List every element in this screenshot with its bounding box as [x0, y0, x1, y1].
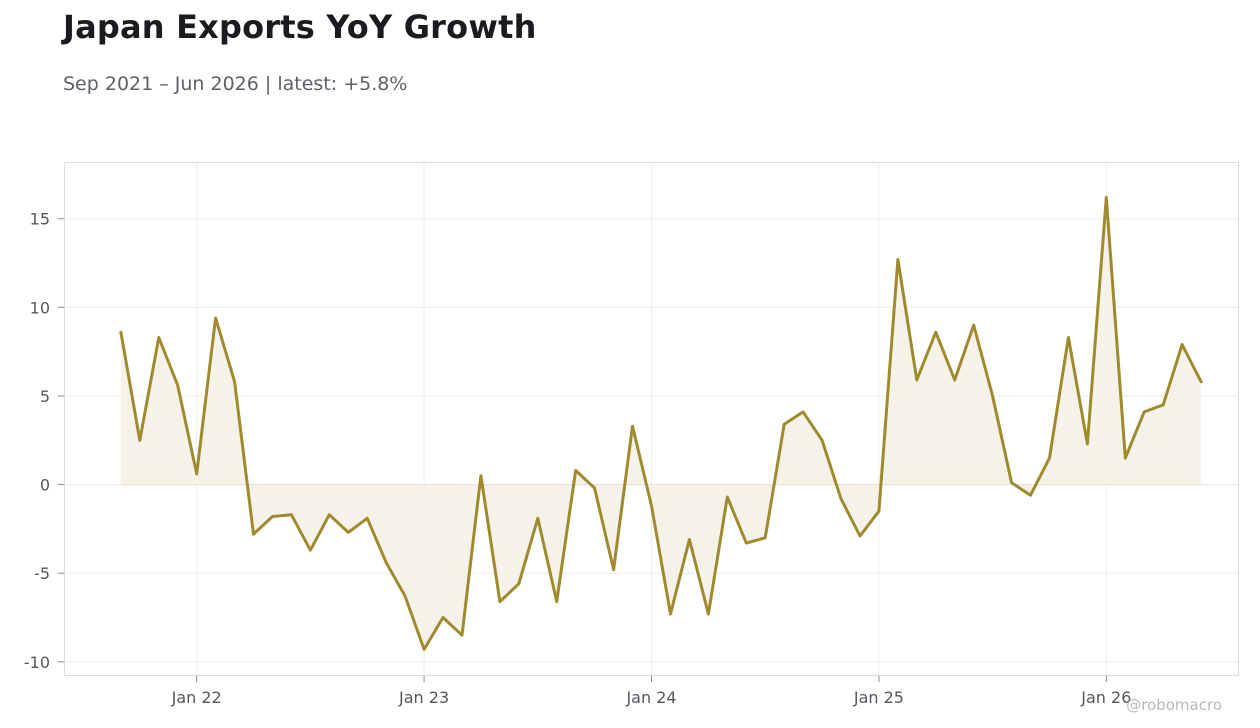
- y-tick-label: 5: [40, 387, 50, 406]
- chart-title: Japan Exports YoY Growth: [63, 8, 537, 46]
- chart-subtitle: Sep 2021 – Jun 2026 | latest: +5.8%: [63, 73, 408, 95]
- watermark: @robomacro: [1126, 696, 1222, 714]
- y-tick-label: 15: [30, 210, 50, 229]
- x-tick-label: Jan 24: [625, 688, 676, 707]
- x-tick-label: Jan 23: [398, 688, 449, 707]
- plot-frame: [64, 162, 1239, 676]
- x-axis: Jan 22 Jan 23 Jan 24 Jan 25 Jan 26: [171, 676, 1131, 707]
- y-axis: 15 10 5 0 -5 -10: [24, 210, 64, 672]
- area-fill: [120, 197, 1202, 650]
- y-tick-label: -5: [34, 564, 50, 583]
- y-tick-label: 10: [30, 298, 50, 317]
- y-tick-label: 0: [40, 476, 50, 495]
- series-line: [119, 195, 1203, 651]
- x-tick-label: Jan 25: [853, 688, 904, 707]
- x-tick-label: Jan 26: [1080, 688, 1131, 707]
- y-tick-label: -10: [24, 653, 50, 672]
- x-tick-label: Jan 22: [171, 688, 222, 707]
